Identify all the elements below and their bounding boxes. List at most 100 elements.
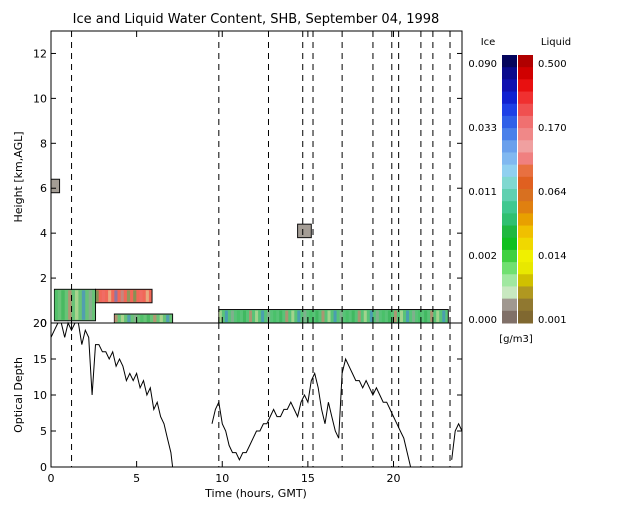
- colorbar-swatch: [502, 201, 517, 214]
- colorbar-swatch: [502, 115, 517, 129]
- cloud-texture: [279, 310, 283, 322]
- cloud-texture: [273, 310, 277, 322]
- colorbar-swatch: [502, 91, 517, 105]
- colorbar-swatch: [518, 152, 533, 166]
- colorbar-swatch: [518, 262, 533, 275]
- colorbar-swatch: [502, 152, 517, 166]
- top-y-tick-label: 0: [40, 317, 47, 330]
- top-y-tick-label: 2: [40, 272, 47, 285]
- colorbar-swatch: [518, 201, 533, 214]
- cloud-texture: [54, 290, 58, 320]
- top-ticks: 0 2 4 6 8 10 12: [33, 31, 462, 330]
- cloud-texture: [345, 310, 349, 322]
- top-y-tick-label: 12: [33, 47, 47, 60]
- cloud-texture: [114, 290, 118, 302]
- bottom-x-tick-label: 5: [133, 472, 140, 485]
- cloud-texture: [393, 310, 397, 322]
- colorbar-liquid-tick-label: 0.001: [538, 315, 567, 326]
- colorbar-liquid-tick-label: 0.064: [538, 187, 567, 198]
- cloud-texture: [387, 310, 391, 322]
- cloud-texture: [146, 315, 150, 322]
- cloud-texture: [267, 310, 271, 322]
- colorbar-swatch: [502, 237, 517, 251]
- colorbar-swatch: [518, 189, 533, 202]
- cloud-texture: [430, 310, 434, 322]
- bottom-x-tick-label: 0: [48, 472, 55, 485]
- colorbar-swatch: [518, 237, 533, 251]
- colorbar-swatch: [518, 128, 533, 141]
- colorbar-swatch: [502, 164, 517, 178]
- cloud-texture: [74, 290, 79, 320]
- cloud-regions: [50, 178, 449, 324]
- colorbar-liquid-tick-label: 0.014: [538, 251, 567, 262]
- colorbar-swatch: [518, 91, 533, 105]
- optical-depth-line: [50, 321, 174, 468]
- cloud-texture: [140, 315, 144, 322]
- cloud-texture: [224, 310, 228, 322]
- cloud-texture: [436, 310, 440, 322]
- colorbar-swatch: [518, 298, 533, 312]
- top-y-tick-label: 8: [40, 137, 47, 150]
- bottom-x-tick-label: 15: [301, 472, 315, 485]
- chart-title: Ice and Liquid Water Content, SHB, Septe…: [73, 12, 440, 27]
- colorbar-swatch: [518, 164, 533, 178]
- colorbar-liquid-swatches: [518, 55, 533, 324]
- cloud-texture: [363, 310, 367, 322]
- cloud-texture: [375, 310, 379, 322]
- bottom-y-tick-label: 5: [40, 425, 47, 438]
- cloud-texture: [120, 315, 125, 322]
- colorbar-ice-tick-label: 0.000: [468, 315, 497, 326]
- colorbar-swatch: [502, 176, 517, 190]
- cloud-texture: [166, 315, 170, 322]
- cloud-texture: [442, 310, 446, 322]
- cloud-texture: [108, 290, 112, 302]
- colorbar-swatch: [518, 310, 533, 324]
- colorbar-swatch: [502, 189, 517, 202]
- cloud-texture: [285, 310, 289, 322]
- top-y-tick-label: 4: [40, 227, 47, 240]
- colorbar-swatch: [518, 67, 533, 80]
- cloud-texture: [153, 315, 157, 322]
- water-content-panel: 0 2 4 6 8 10 12 Height [km,AGL]: [12, 30, 463, 330]
- cloud-texture: [159, 315, 163, 322]
- colorbar-swatch: [502, 262, 517, 275]
- colorbar-swatch: [502, 213, 517, 227]
- cloud-texture: [133, 315, 138, 322]
- cloud-texture: [61, 290, 65, 320]
- colorbar-liquid-tick-label: 0.170: [538, 123, 567, 134]
- colorbar-ice-swatches: [502, 55, 517, 324]
- cloud-texture: [127, 315, 131, 322]
- bottom-plot-frame: [50, 322, 463, 468]
- cloud-texture: [327, 310, 331, 322]
- cloud-texture: [120, 290, 124, 302]
- cloud-texture: [412, 310, 416, 322]
- cloud-texture: [68, 290, 72, 320]
- cloud-texture: [321, 310, 325, 322]
- top-y-tick-label: 6: [40, 182, 47, 195]
- colorbar-swatch: [502, 103, 517, 117]
- colorbar-swatch: [518, 274, 533, 287]
- colorbar-swatch: [518, 176, 533, 190]
- cloud-texture: [291, 310, 295, 322]
- cloud-texture: [303, 310, 307, 322]
- colorbar-swatch: [502, 310, 517, 324]
- colorbar-swatch: [518, 286, 533, 300]
- colorbar-swatch: [518, 115, 533, 129]
- cloud-texture: [145, 290, 149, 302]
- colorbar-swatch: [502, 67, 517, 80]
- colorbar-liquid-tick-label: 0.500: [538, 59, 567, 70]
- cloud-texture: [315, 310, 319, 322]
- cloud-texture: [351, 310, 355, 322]
- colorbar-swatch: [518, 213, 533, 227]
- cloud-texture: [339, 310, 343, 322]
- colorbar-swatch: [502, 225, 517, 239]
- colorbar-swatch: [518, 79, 533, 93]
- optical-depth-series: [50, 321, 463, 468]
- cloud-texture: [255, 310, 259, 322]
- cloud-texture: [88, 290, 93, 320]
- cloud-texture: [309, 310, 313, 322]
- cloud-texture: [242, 310, 246, 322]
- cloud-texture: [101, 290, 105, 302]
